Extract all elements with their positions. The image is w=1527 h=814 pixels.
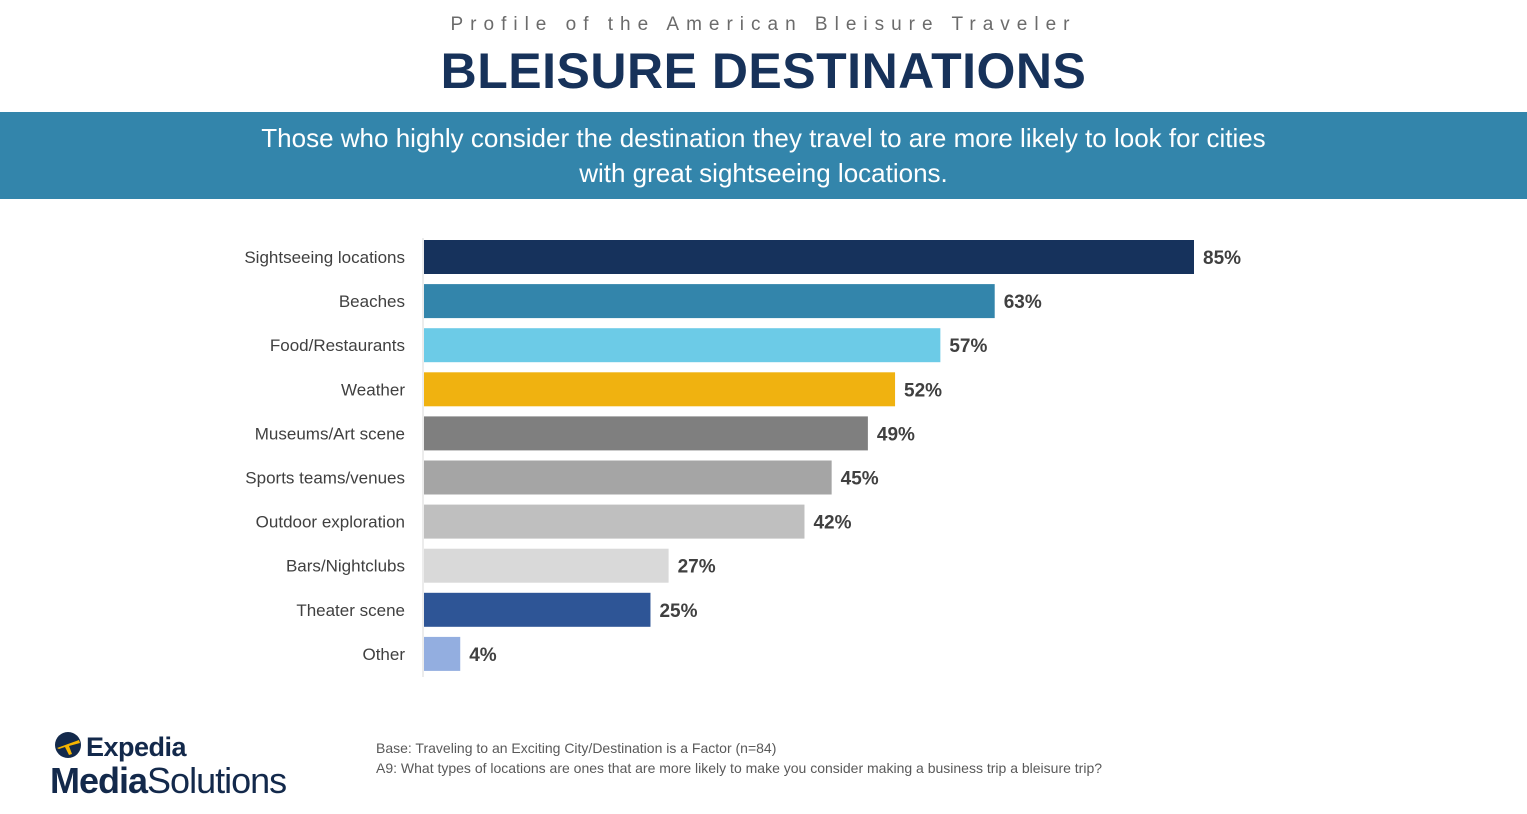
value-label: 42% — [813, 513, 851, 534]
value-label: 45% — [841, 469, 879, 490]
category-label: Food/Restaurants — [270, 336, 405, 355]
category-label: Theater scene — [296, 601, 405, 620]
value-label: 49% — [877, 424, 915, 445]
expedia-media-solutions-logo: Expedia MediaSolutions — [50, 726, 320, 806]
bar — [424, 460, 832, 495]
category-label: Weather — [341, 380, 405, 399]
footnote-question: A9: What types of locations are ones tha… — [376, 760, 1103, 776]
footnote: Base: Traveling to an Exciting City/Dest… — [376, 738, 1102, 778]
logo-media: Media — [50, 760, 148, 801]
value-label: 57% — [949, 336, 987, 357]
category-label: Sports teams/venues — [245, 469, 405, 488]
value-label: 63% — [1004, 292, 1042, 313]
bar — [424, 636, 461, 671]
category-label: Beaches — [339, 292, 405, 311]
report-kicker: Profile of the American Bleisure Travele… — [450, 14, 1077, 35]
category-label: Outdoor exploration — [256, 513, 405, 532]
bar — [424, 372, 896, 407]
globe-plane-icon — [55, 732, 81, 758]
value-label: 25% — [659, 601, 697, 622]
category-label: Sightseeing locations — [244, 248, 405, 267]
banner-line-1: Those who highly consider the destinatio… — [261, 123, 1266, 153]
logo-solutions: Solutions — [147, 760, 287, 801]
bar — [424, 284, 995, 319]
bar — [424, 416, 868, 451]
bar — [424, 328, 941, 363]
bar — [424, 240, 1194, 274]
page-title: BLEISURE DESTINATIONS — [440, 43, 1087, 99]
bar — [424, 592, 651, 627]
footnote-base: Base: Traveling to an Exciting City/Dest… — [376, 740, 777, 756]
category-label: Museums/Art scene — [255, 424, 405, 443]
category-label: Other — [362, 645, 405, 664]
logo-media-solutions: MediaSolutions — [50, 760, 287, 802]
key-finding-banner: Those who highly consider the destinatio… — [0, 112, 1527, 199]
category-label: Bars/Nightclubs — [286, 557, 405, 576]
value-label: 52% — [904, 380, 942, 401]
bar-chart: Sightseeing locations 85% Beaches 63% Food/R… — [244, 238, 1241, 677]
value-label: 4% — [469, 645, 497, 666]
banner-line-2: with great sightseeing locations. — [579, 158, 948, 188]
bar — [424, 504, 805, 539]
value-label: 85% — [1203, 248, 1241, 269]
bar — [424, 548, 669, 583]
logo-brand: Expedia — [86, 732, 187, 762]
value-label: 27% — [678, 557, 716, 578]
